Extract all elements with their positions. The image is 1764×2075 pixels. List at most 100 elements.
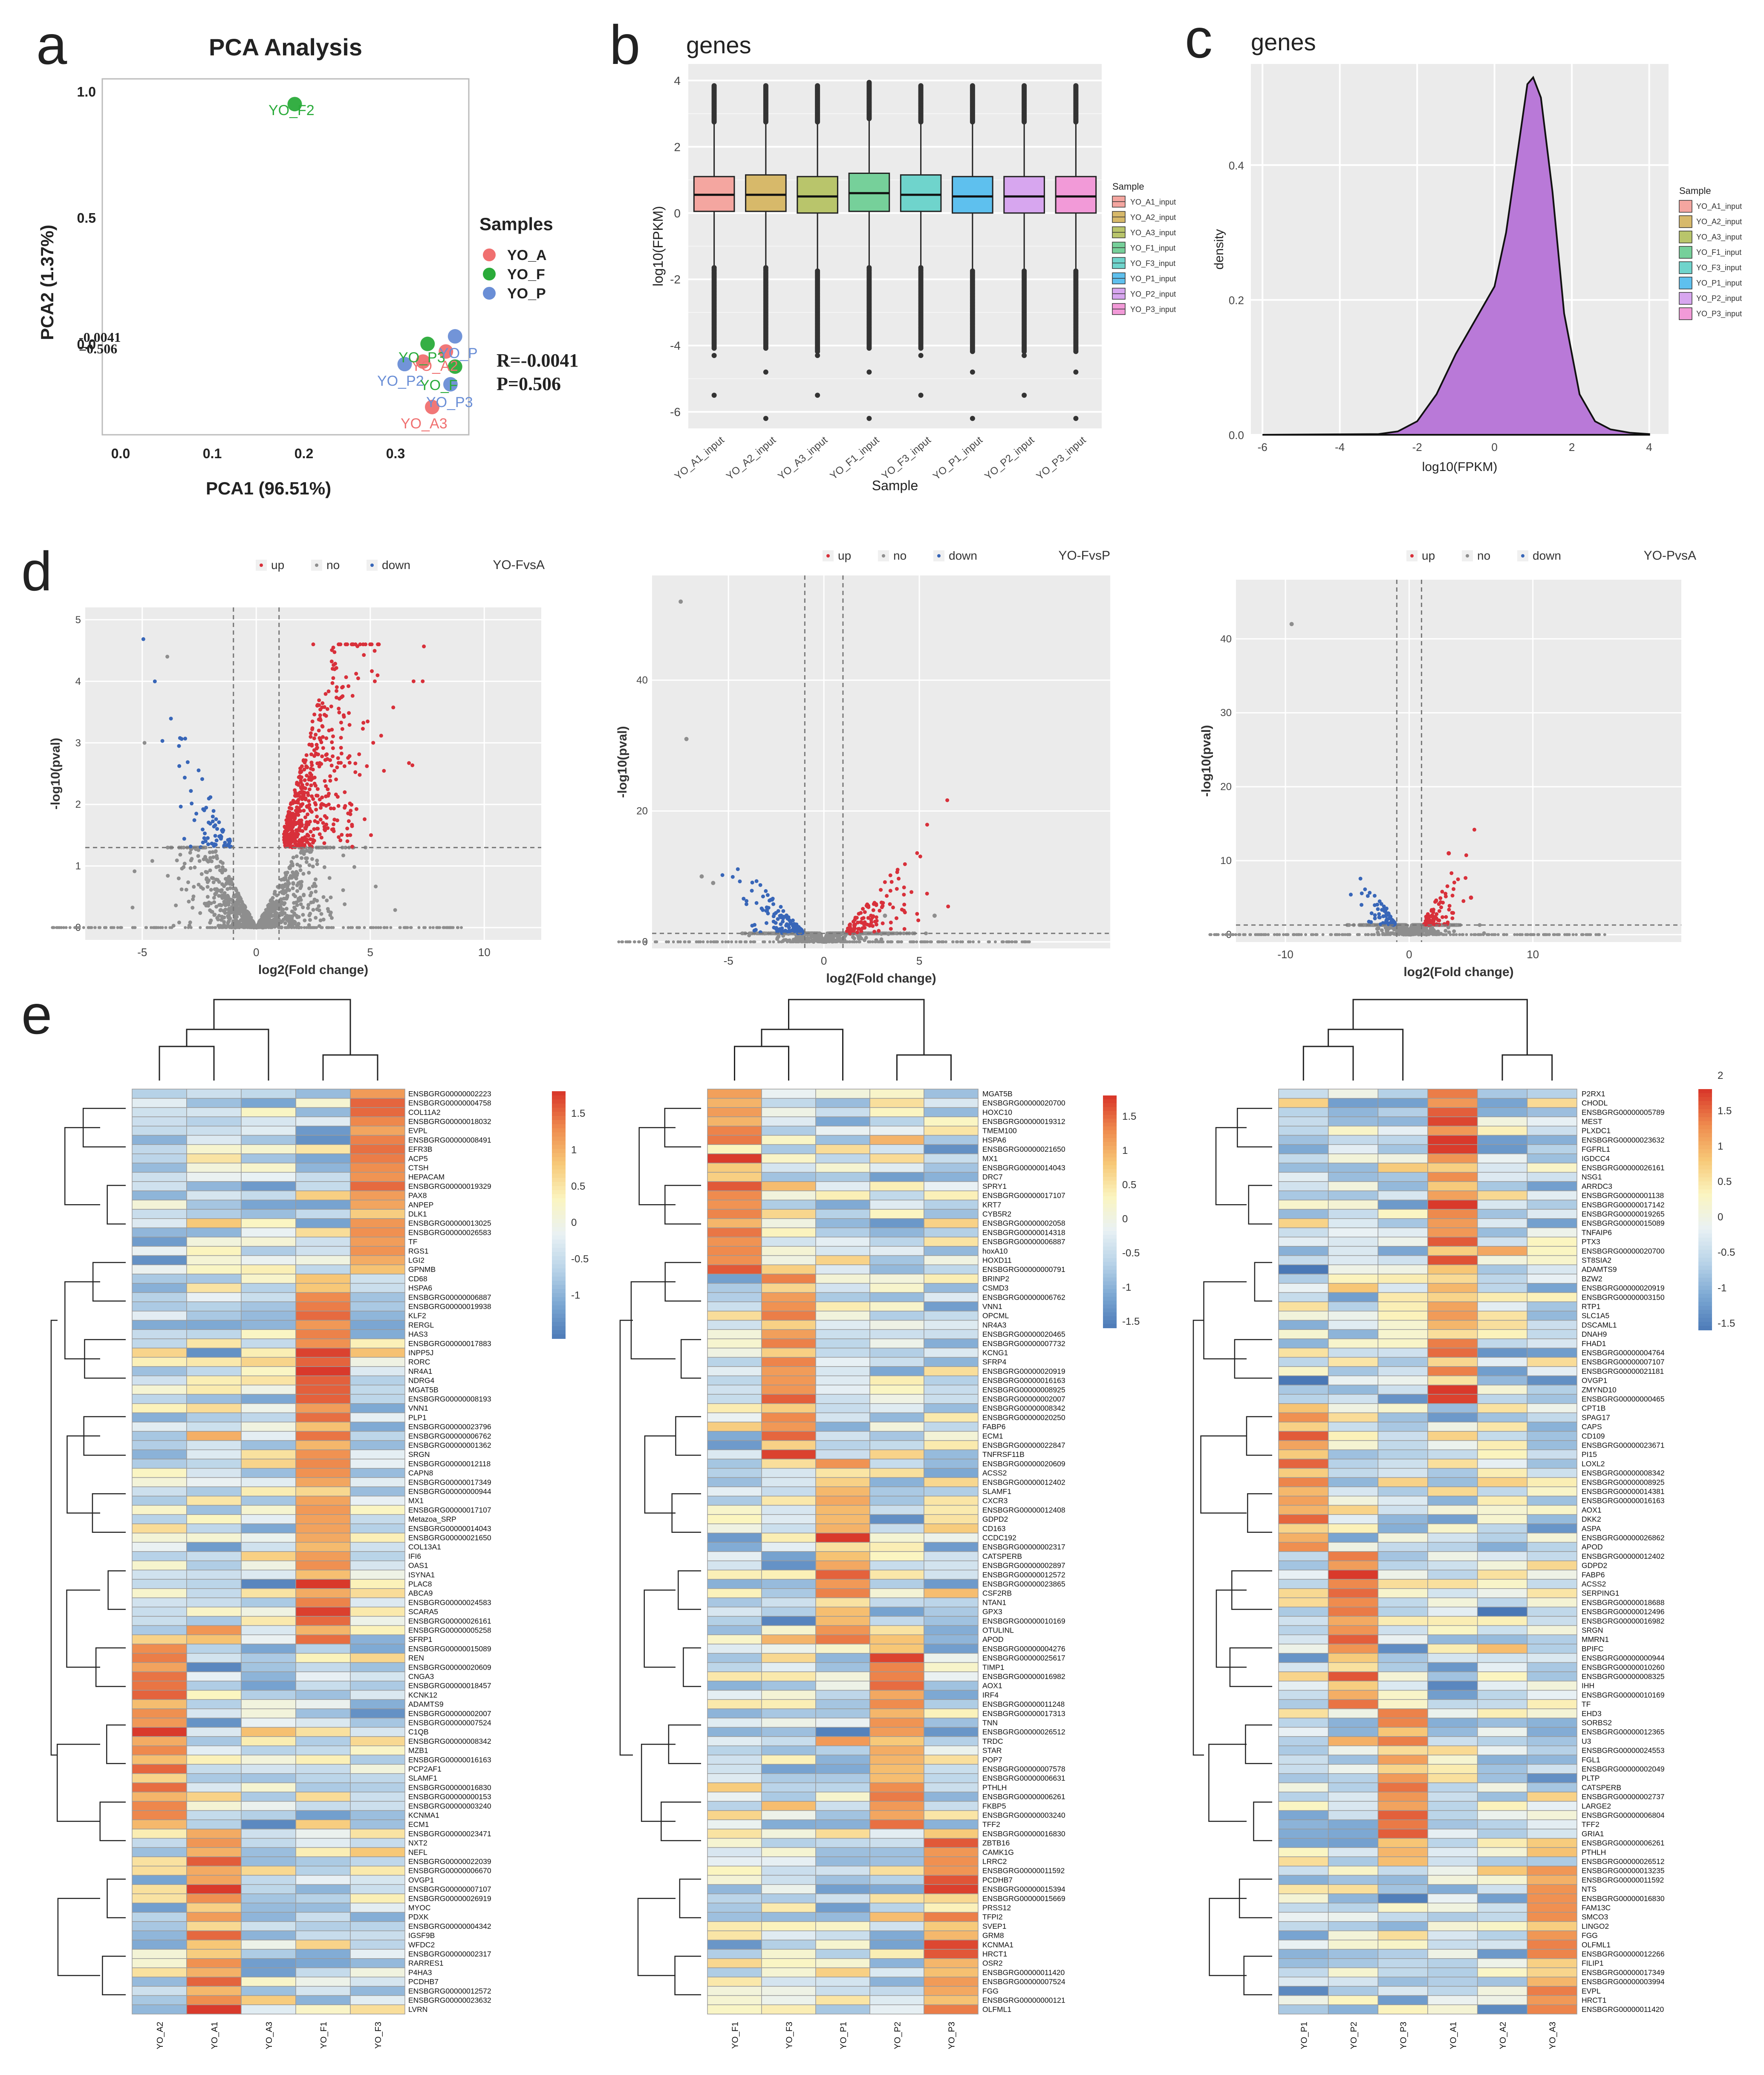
point-up <box>293 816 297 821</box>
point-up <box>326 689 331 694</box>
point-no <box>834 940 837 944</box>
point-up <box>337 706 341 711</box>
point-no <box>845 940 848 944</box>
point-down <box>770 898 774 902</box>
point-no <box>287 865 292 870</box>
point-no <box>246 926 249 929</box>
point-no <box>213 887 217 891</box>
point-no <box>130 905 135 910</box>
point-down <box>774 921 778 925</box>
point-no <box>1465 933 1468 936</box>
point-no <box>286 879 290 883</box>
point-no <box>199 926 202 929</box>
point-up <box>341 685 345 689</box>
legend-swatch <box>1679 215 1692 228</box>
point-down <box>226 838 230 842</box>
point-no <box>795 940 798 944</box>
x-tick-label: YO_A1_input <box>673 434 727 483</box>
point-up <box>321 746 325 750</box>
point-down <box>183 737 188 741</box>
point-up <box>343 790 347 794</box>
point-down <box>750 880 754 884</box>
plot-background <box>652 575 1110 948</box>
point-no <box>298 868 303 873</box>
point-no <box>752 940 755 944</box>
point-no <box>1376 926 1380 931</box>
point-up <box>365 764 369 768</box>
point-down <box>213 834 217 838</box>
point-no <box>676 940 680 944</box>
point-no <box>295 883 299 887</box>
chart-title: genes <box>1251 29 1316 55</box>
point-no <box>177 920 181 925</box>
point-no <box>332 926 335 929</box>
point-outlier <box>411 679 416 683</box>
y-tick-label: 1.0 <box>77 84 96 100</box>
point-up <box>307 775 312 779</box>
point-no <box>303 926 306 929</box>
point-no <box>712 940 715 944</box>
y-tick-label: 4 <box>674 74 681 87</box>
point-no <box>1452 929 1456 933</box>
point-no <box>314 877 318 881</box>
point-up <box>895 867 900 872</box>
point-up <box>354 672 358 676</box>
point-no <box>308 918 312 922</box>
point-up <box>325 752 329 757</box>
point-up <box>313 819 317 823</box>
point-no <box>307 886 311 890</box>
point-no <box>307 863 312 867</box>
point-label: YO_P <box>439 345 478 361</box>
legend-label: YO_F3_input <box>1130 259 1175 268</box>
point-no <box>460 926 463 929</box>
point-up <box>301 759 306 763</box>
point-YO_F3 <box>447 359 462 374</box>
point-no <box>839 940 843 944</box>
point-up <box>315 746 319 750</box>
point-up <box>309 829 313 834</box>
point-down <box>185 760 190 764</box>
outlier <box>918 83 924 89</box>
point-up <box>902 927 907 931</box>
point-no <box>372 926 375 929</box>
legend-swatch <box>1679 277 1692 289</box>
y-tick-label: 0.0 <box>1229 429 1244 442</box>
point-up <box>334 777 338 781</box>
y-tick-label: 2 <box>75 799 81 810</box>
legend-label: YO_A2_input <box>1696 217 1742 226</box>
x-tick-label: 0.1 <box>203 446 222 461</box>
chart-title: genes <box>686 32 751 58</box>
point-no <box>291 870 295 874</box>
point-no <box>1006 940 1010 944</box>
panel-letter-b: b <box>609 14 640 76</box>
point-up <box>346 756 350 760</box>
point-up <box>295 782 299 786</box>
point-up <box>305 782 309 786</box>
point-no <box>1380 928 1384 932</box>
x-tick-label: 10 <box>478 946 491 959</box>
x-tick-label: 0 <box>1491 441 1497 454</box>
point-up <box>895 887 899 891</box>
point-no <box>290 876 294 880</box>
legend-swatch <box>483 249 496 261</box>
legend-label: YO_F1_input <box>1696 248 1741 257</box>
point-up <box>303 796 308 801</box>
point-up <box>324 784 328 788</box>
point-down <box>765 893 770 897</box>
point-outlier <box>684 737 689 741</box>
point-up <box>314 732 318 737</box>
point-up <box>361 642 365 647</box>
point-up <box>856 920 860 925</box>
point-up <box>350 694 355 698</box>
outlier <box>763 369 768 375</box>
point-no <box>189 926 193 929</box>
point-down <box>188 844 193 849</box>
point-no <box>329 895 333 899</box>
point-up <box>318 713 322 717</box>
point-down <box>758 883 762 887</box>
point-no <box>292 901 296 905</box>
legend-title: Sample <box>1679 185 1711 196</box>
point-up <box>317 764 321 769</box>
legend-label: YO_A3_input <box>1696 233 1742 242</box>
